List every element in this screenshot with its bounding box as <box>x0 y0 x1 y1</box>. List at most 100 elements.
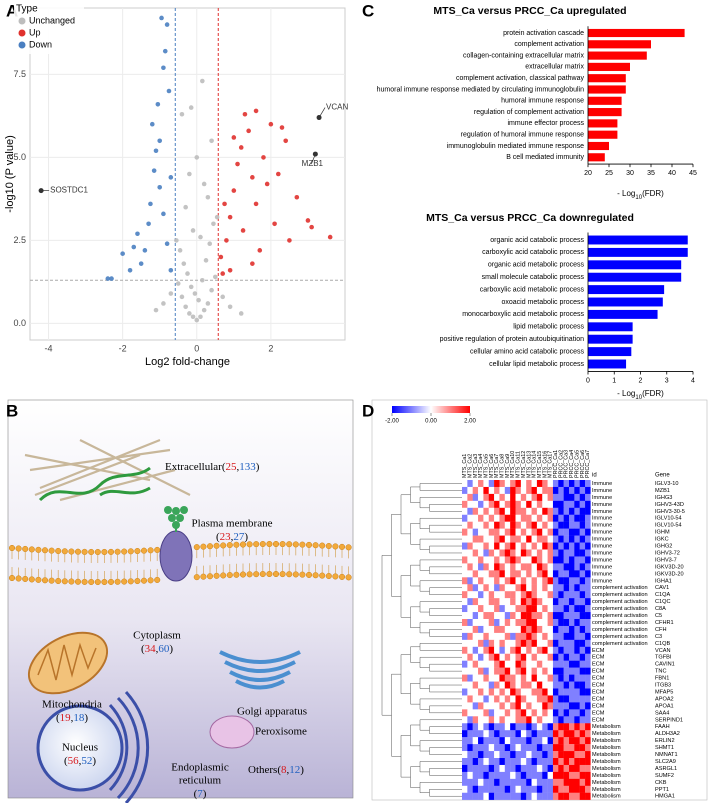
heat-cell <box>563 563 570 571</box>
heat-cell <box>515 681 522 689</box>
point <box>135 231 140 237</box>
heat-cell <box>494 612 500 620</box>
heat-cell <box>558 542 564 550</box>
heat-cell <box>531 542 538 550</box>
heat-cell <box>467 751 473 759</box>
row-gene: SHMT1 <box>655 745 674 751</box>
heat-cell <box>520 563 527 571</box>
heat-cell <box>472 591 479 599</box>
compartment-count: (34,60) <box>141 643 173 655</box>
heat-cell <box>574 535 580 543</box>
row-id: Immune <box>592 557 612 563</box>
heat-cell <box>552 730 559 738</box>
heat-cell <box>478 744 484 752</box>
heat-cell <box>579 737 586 745</box>
heat-cell <box>563 702 570 710</box>
heat-cell <box>547 556 554 564</box>
lipid-head <box>134 547 141 555</box>
heat-cell <box>499 480 505 488</box>
heat-cell <box>547 591 554 599</box>
heat-cell <box>585 577 591 585</box>
heat-cell <box>488 619 495 627</box>
heat-cell <box>504 625 511 634</box>
lipid-head <box>292 541 299 548</box>
point <box>238 311 244 316</box>
heat-cell <box>499 605 505 613</box>
heat-cell <box>569 535 575 543</box>
heat-cell <box>515 744 522 752</box>
heat-cell <box>499 702 505 710</box>
heat-cell <box>579 667 586 675</box>
count-up: 23 <box>220 531 232 543</box>
heat-cell <box>531 764 538 773</box>
heat-cell <box>467 785 473 793</box>
heat-cell <box>520 785 527 793</box>
heat-cell <box>569 778 575 786</box>
heat-cell <box>483 723 489 731</box>
lipid-head <box>319 542 326 549</box>
heat-cell <box>462 500 468 508</box>
heat-cell <box>483 778 489 786</box>
heat-cell <box>542 751 548 759</box>
dendrogram <box>419 677 462 689</box>
lipid-head <box>127 548 134 555</box>
heat-cell <box>515 709 522 717</box>
heat-cell <box>569 507 575 515</box>
heat-cell <box>467 716 473 724</box>
row-id: Metabolism <box>592 738 621 744</box>
heat-cell <box>488 737 495 745</box>
heat-cell <box>504 716 511 724</box>
heat-cell <box>494 563 500 571</box>
lipid-head <box>147 577 154 584</box>
heat-cell <box>499 751 505 759</box>
row-id: ECM <box>592 676 605 682</box>
heat-cell <box>542 771 548 780</box>
heat-cell <box>552 612 559 620</box>
heat-cell <box>488 716 495 724</box>
heat-cell <box>494 730 500 738</box>
heat-cell <box>536 577 543 585</box>
lipid-head <box>74 548 82 555</box>
heat-cell <box>488 792 495 800</box>
heat-cell <box>563 556 570 564</box>
point <box>214 214 220 220</box>
x-tick-label: 4 <box>691 377 695 384</box>
heat-cell <box>499 667 505 675</box>
heat-cell <box>488 521 495 529</box>
heat-cell <box>536 785 543 793</box>
heat-cell <box>558 695 564 703</box>
heat-cell <box>504 792 511 800</box>
heat-cell <box>520 625 527 634</box>
category-label: complement activation, classical pathway <box>456 75 585 82</box>
heat-cell <box>462 792 468 800</box>
lipid-head <box>239 541 247 548</box>
heat-cell <box>467 709 473 717</box>
heat-cell <box>558 605 564 613</box>
heat-cell <box>585 695 591 703</box>
heat-cell <box>472 639 479 647</box>
heat-cell <box>585 521 591 529</box>
lipid-head <box>41 577 49 584</box>
row-id: Metabolism <box>592 780 621 786</box>
heat-cell <box>520 535 527 543</box>
heat-cell <box>547 709 554 717</box>
heat-cell <box>542 486 548 495</box>
heat-cell <box>520 486 527 495</box>
heat-cell <box>515 785 522 793</box>
category-label: small molecule catabolic process <box>482 274 585 281</box>
heat-cell <box>467 730 473 738</box>
x-axis-title: Log2 fold-change <box>145 356 230 368</box>
row-id: complement activation <box>592 613 648 619</box>
heat-cell <box>494 549 500 557</box>
point <box>231 135 237 140</box>
point <box>138 261 144 266</box>
column-label: PRCC_Ca5 <box>574 450 580 478</box>
point <box>109 276 114 281</box>
heat-cell <box>552 514 559 522</box>
row-gene: HMGA1 <box>655 794 675 800</box>
heat-cell <box>520 584 527 592</box>
count-down: 18 <box>73 712 85 724</box>
lipid-head <box>272 540 280 548</box>
heat-cell <box>526 632 532 641</box>
